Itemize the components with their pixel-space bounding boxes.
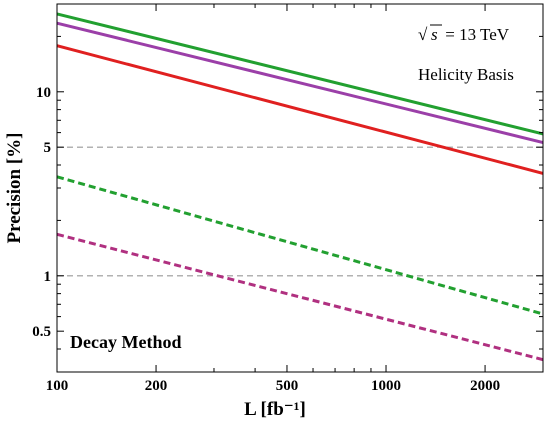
y-tick-label: 1 <box>44 269 52 285</box>
x-tick-label: 200 <box>145 378 168 394</box>
y-tick-label: 10 <box>36 85 51 101</box>
basis-annotation: Helicity Basis <box>418 65 514 84</box>
x-tick-label: 2000 <box>470 378 500 394</box>
y-tick-label: 5 <box>44 140 52 156</box>
x-tick-label: 500 <box>276 378 299 394</box>
y-tick-label: 0.5 <box>32 324 51 340</box>
tick-marks <box>56 3 544 373</box>
series-line <box>56 44 544 175</box>
series-line <box>56 12 544 136</box>
energy-annotation: √ s = 13 TeV <box>418 24 510 44</box>
series-line <box>56 232 544 362</box>
y-axis-label: Precision [%] <box>4 133 25 244</box>
x-tick-label: 100 <box>46 378 69 394</box>
energy-variable: s <box>431 25 438 44</box>
series-line <box>56 175 544 316</box>
x-axis-label: L [fb⁻¹] <box>244 399 306 420</box>
x-tick-labels: 100 200 500 1000 2000 <box>46 378 500 394</box>
y-tick-labels: 0.5 1 5 10 <box>32 85 51 340</box>
reference-lines <box>57 146 543 277</box>
method-annotation: Decay Method <box>70 332 181 352</box>
energy-value: = 13 TeV <box>441 25 510 44</box>
series-group <box>56 12 544 362</box>
sqrt-symbol: √ <box>418 25 428 44</box>
plot-area <box>57 4 543 372</box>
series-line <box>56 21 544 144</box>
x-tick-label: 1000 <box>371 378 401 394</box>
